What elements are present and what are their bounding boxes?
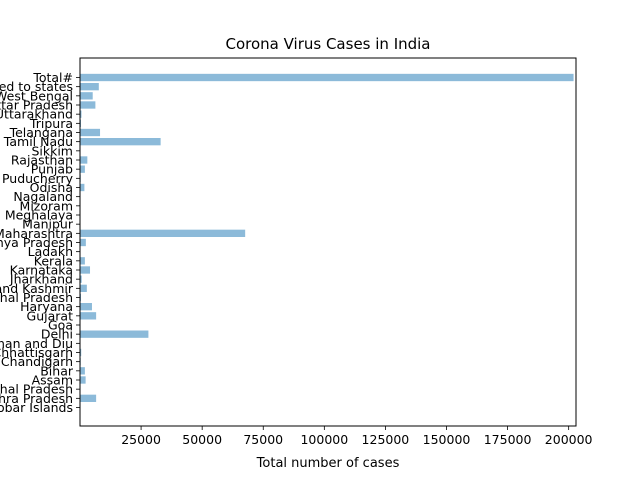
x-tick-label: 125000: [362, 432, 410, 447]
y-tick-label: Madhya Pradesh: [0, 235, 73, 250]
y-tick-label: Odisha: [30, 180, 73, 195]
y-tick-label: Delhi: [41, 327, 73, 342]
y-tick-label: Tripura: [29, 116, 73, 131]
bar: [80, 138, 161, 146]
x-tick-label: 200000: [545, 432, 593, 447]
bar: [80, 73, 574, 82]
y-tick-label: Rajasthan: [11, 153, 73, 168]
bar: [80, 238, 86, 247]
bar: [80, 394, 97, 402]
bar: [80, 229, 246, 237]
bar: [80, 110, 82, 118]
y-tick-label: Puducherry: [2, 171, 74, 186]
y-tick-label: Jammu and Kashmir: [0, 281, 74, 296]
x-tick-label: 175000: [484, 432, 532, 447]
y-tick-label: Haryana: [20, 299, 73, 314]
bar: [80, 367, 85, 375]
y-tick-label: Maharashtra: [0, 226, 73, 241]
y-tick-label: Kerala: [34, 253, 73, 268]
y-tick-label: Total#: [32, 70, 73, 85]
bar: [80, 275, 82, 283]
y-tick-label: Sikkim: [31, 143, 73, 158]
x-axis-ticks: 25000 50000 75000 100000 125000 150000 175000 2…: [121, 426, 593, 447]
bar: [80, 330, 149, 338]
y-tick-label: Jharkhand: [9, 272, 73, 287]
bar: [80, 284, 87, 292]
y-axis-ticks: Total#Cases being reassigned to statesWe…: [0, 70, 80, 415]
plot-frame: [79, 57, 577, 427]
y-tick-label: Punjab: [31, 162, 73, 177]
x-tick-label: 25000: [121, 432, 161, 447]
y-tick-label: Telangana: [9, 125, 73, 140]
bar: [80, 266, 91, 274]
y-tick-label: Chhattisgarh: [0, 345, 73, 360]
y-tick-label: Manipur: [22, 217, 74, 232]
x-axis-label: Total number of cases: [256, 456, 400, 471]
y-tick-label: Uttarakhand: [0, 107, 73, 122]
y-tick-label: Cases being reassigned to states: [0, 79, 73, 94]
y-tick-label: Himachal Pradesh: [0, 290, 73, 305]
y-tick-label: Mizoram: [20, 198, 73, 213]
y-tick-label: Ladakh: [28, 244, 73, 259]
bar: [80, 156, 88, 164]
bar: [80, 376, 86, 384]
chart-title: Corona Virus Cases in India: [225, 35, 430, 53]
y-tick-label: Uttar Pradesh: [0, 98, 73, 113]
bar: [80, 257, 85, 265]
y-tick-label: Bihar: [40, 363, 74, 378]
bar: [80, 128, 101, 137]
y-tick-label: Assam: [32, 373, 73, 388]
y-tick-label: Meghalaya: [5, 208, 73, 223]
bar: [80, 92, 93, 100]
bar: [80, 348, 82, 357]
x-tick-label: 50000: [182, 432, 222, 447]
y-tick-label: Dadra and Nagar Haveli and Daman and Diu: [0, 336, 73, 351]
y-tick-label: Andaman and Nicobar Islands: [0, 400, 73, 415]
bar: [80, 303, 92, 311]
y-tick-label: Gujarat: [27, 308, 74, 323]
y-tick-label: Nagaland: [13, 189, 73, 204]
y-tick-label: Goa: [48, 318, 73, 333]
y-tick-label: West Bengal: [0, 88, 73, 103]
y-tick-label: Arunachal Pradesh: [0, 382, 73, 397]
bar: [80, 165, 85, 173]
bar: [80, 183, 85, 192]
y-tick-label: Tamil Nadu: [3, 134, 73, 149]
y-tick-label: Andhra Pradesh: [0, 391, 73, 406]
y-tick-label: Karnataka: [10, 263, 73, 278]
bars-group: [80, 73, 574, 412]
x-tick-label: 100000: [300, 432, 348, 447]
x-tick-label: 150000: [423, 432, 471, 447]
bar: [80, 83, 99, 91]
x-tick-label: 75000: [243, 432, 283, 447]
y-tick-label: Chandigarh: [1, 354, 73, 369]
bar: [80, 101, 96, 109]
bar: [80, 312, 97, 320]
